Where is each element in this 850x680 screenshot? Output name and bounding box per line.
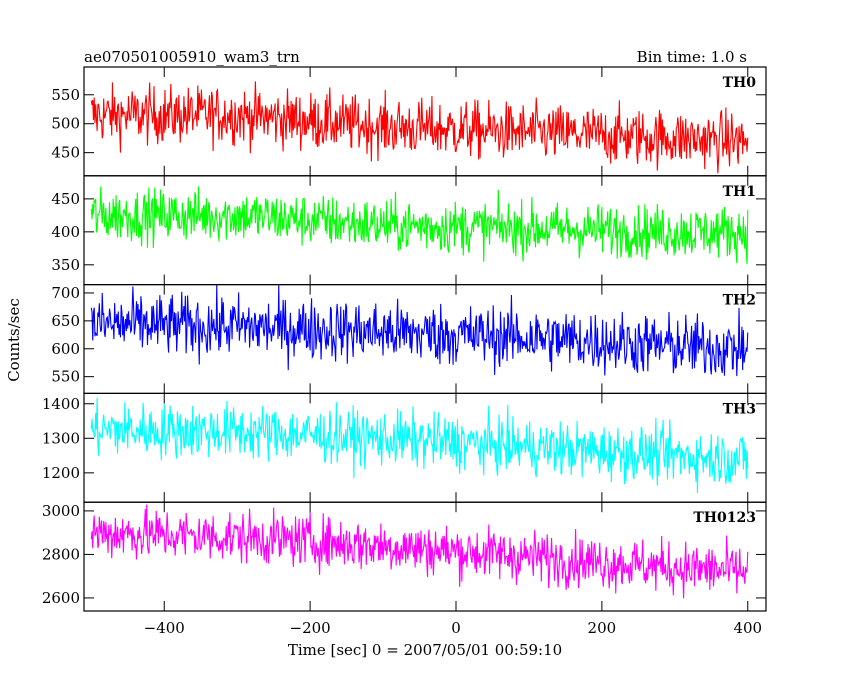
y-tick-label: 1400 <box>42 395 80 413</box>
y-tick-label: 550 <box>51 86 80 104</box>
x-tick-label: 200 <box>588 619 617 637</box>
panel-label: TH0 <box>723 75 757 91</box>
y-tick-label: 700 <box>51 284 80 302</box>
y-tick-label: 3000 <box>42 502 80 520</box>
series-line-th3 <box>90 397 749 493</box>
y-tick-label: 600 <box>51 340 80 358</box>
panels-group: 450 500 550 TH0 350 400 450 TH1 550 600 650 700 TH2 1… <box>42 66 767 637</box>
series-line-th2 <box>90 284 749 377</box>
panel-th3: 1200 1300 1400 TH3 <box>42 392 767 503</box>
x-tick-label: −200 <box>290 619 331 637</box>
y-tick-label: 1300 <box>42 429 80 447</box>
panel-th0: 450 500 550 TH0 <box>51 66 767 177</box>
chart-title: ae070501005910_wam3_trn <box>84 48 300 66</box>
y-tick-label: 500 <box>51 115 80 133</box>
y-tick-label: 450 <box>51 144 80 162</box>
bin-time-label: Bin time: 1.0 s <box>637 48 747 66</box>
y-tick-label: 550 <box>51 368 80 386</box>
panel-label: TH3 <box>723 401 756 417</box>
panel-label: TH2 <box>723 293 756 309</box>
y-tick-label: 350 <box>51 256 80 274</box>
y-tick-label: 450 <box>51 190 80 208</box>
panel-th0123: 2600 2800 3000 TH0123 <box>42 501 767 612</box>
panel-label: TH1 <box>723 184 756 200</box>
y-tick-label: 1200 <box>42 464 80 482</box>
series-line-th1 <box>90 186 749 264</box>
panel-frame <box>83 501 767 612</box>
y-tick-label: 400 <box>51 223 80 241</box>
y-tick-label: 650 <box>51 312 80 330</box>
panel-label: TH0123 <box>693 510 756 526</box>
x-tick-label: −400 <box>144 619 185 637</box>
x-tick-label: 0 <box>451 619 461 637</box>
y-tick-label: 2800 <box>42 545 80 563</box>
series-line-th0123 <box>90 504 749 599</box>
panel-th2: 550 600 650 700 TH2 <box>51 284 767 395</box>
x-tick-label: 400 <box>733 619 762 637</box>
series-line-th0 <box>90 81 749 174</box>
panel-th1: 350 400 450 TH1 <box>51 175 767 286</box>
y-axis-label: Counts/sec <box>5 298 23 382</box>
x-axis-label: Time [sec] 0 = 2007/05/01 00:59:10 <box>288 641 562 659</box>
y-tick-label: 2600 <box>42 589 80 607</box>
